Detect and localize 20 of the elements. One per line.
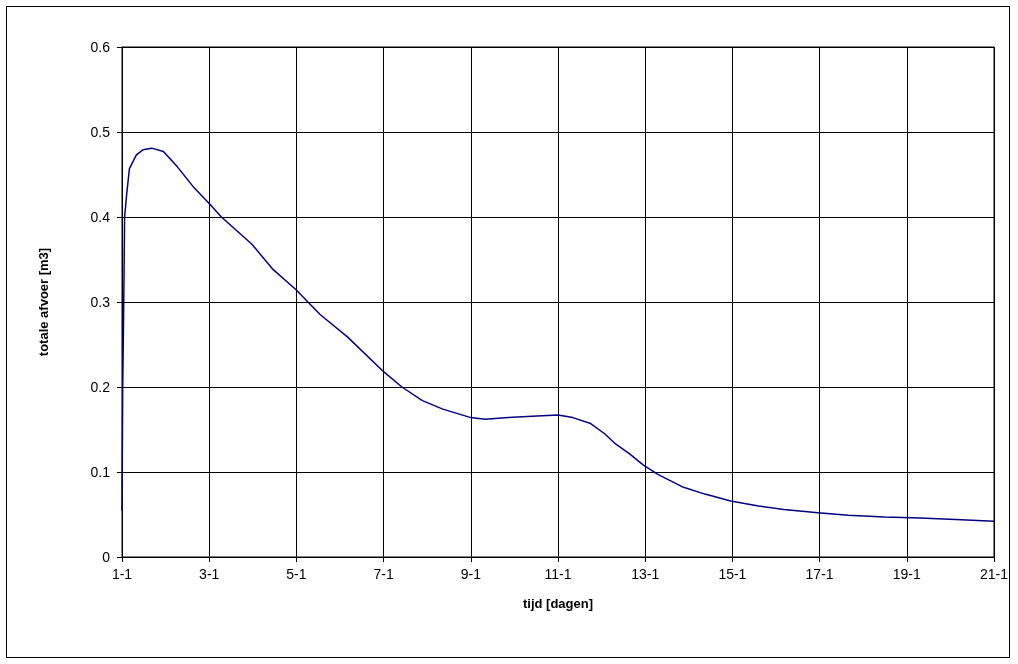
x-axis-title: tijd [dagen] (522, 596, 594, 611)
x-tick-label: 9-1 (460, 566, 482, 582)
y-tick-label: 0.5 (90, 124, 111, 140)
y-tick-label: 0.3 (90, 294, 111, 310)
x-tick-label: 1-1 (111, 566, 133, 582)
x-tick-label: 7-1 (373, 566, 394, 582)
x-tick-label: 19-1 (892, 566, 922, 582)
x-tick-label: 15-1 (718, 566, 747, 582)
y-tick-label: 0.4 (90, 209, 111, 225)
y-tick-label: 0.2 (90, 379, 111, 395)
x-tick-label: 13-1 (631, 566, 660, 582)
x-tick-label: 5-1 (286, 566, 307, 582)
x-tick-label: 3-1 (199, 566, 220, 582)
y-tick-label: 0 (102, 549, 111, 565)
y-tick-label: 0.1 (90, 464, 111, 480)
x-tick-label: 11-1 (544, 566, 572, 582)
x-tick-label: 17-1 (805, 566, 834, 582)
x-tick-label: 21-1 (979, 566, 1009, 582)
y-tick-label: 0.6 (90, 39, 111, 55)
y-axis-title: totale afvoer [m3] (36, 247, 51, 357)
